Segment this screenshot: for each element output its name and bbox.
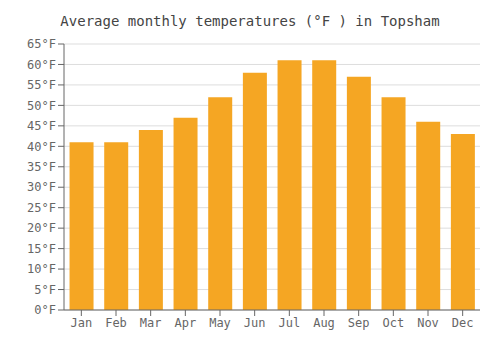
svg-text:Jan: Jan bbox=[70, 316, 92, 330]
svg-text:Feb: Feb bbox=[105, 316, 127, 330]
svg-text:40°F: 40°F bbox=[27, 140, 56, 154]
svg-text:25°F: 25°F bbox=[27, 201, 56, 215]
svg-text:Oct: Oct bbox=[382, 316, 404, 330]
svg-text:60°F: 60°F bbox=[27, 58, 56, 72]
svg-text:45°F: 45°F bbox=[27, 119, 56, 133]
svg-text:Jun: Jun bbox=[244, 316, 266, 330]
svg-text:Mar: Mar bbox=[140, 316, 162, 330]
svg-text:Jul: Jul bbox=[278, 316, 300, 330]
svg-text:5°F: 5°F bbox=[34, 283, 56, 297]
svg-text:65°F: 65°F bbox=[27, 37, 56, 51]
svg-text:20°F: 20°F bbox=[27, 221, 56, 235]
svg-text:10°F: 10°F bbox=[27, 262, 56, 276]
svg-text:15°F: 15°F bbox=[27, 242, 56, 256]
svg-text:30°F: 30°F bbox=[27, 180, 56, 194]
svg-text:Apr: Apr bbox=[174, 316, 196, 330]
html-text:Average monthly temperatures (: Average monthly temperatures (°F ) in To… bbox=[60, 13, 440, 29]
svg-text:Nov: Nov bbox=[417, 316, 439, 330]
svg-text:Dec: Dec bbox=[452, 316, 474, 330]
svg-text:May: May bbox=[209, 316, 231, 330]
svg-text:55°F: 55°F bbox=[27, 78, 56, 92]
svg-text:Sep: Sep bbox=[348, 316, 370, 330]
svg-text:0°F: 0°F bbox=[34, 303, 56, 317]
svg-text:Aug: Aug bbox=[313, 316, 335, 330]
svg-text:50°F: 50°F bbox=[27, 99, 56, 113]
svg-text:35°F: 35°F bbox=[27, 160, 56, 174]
